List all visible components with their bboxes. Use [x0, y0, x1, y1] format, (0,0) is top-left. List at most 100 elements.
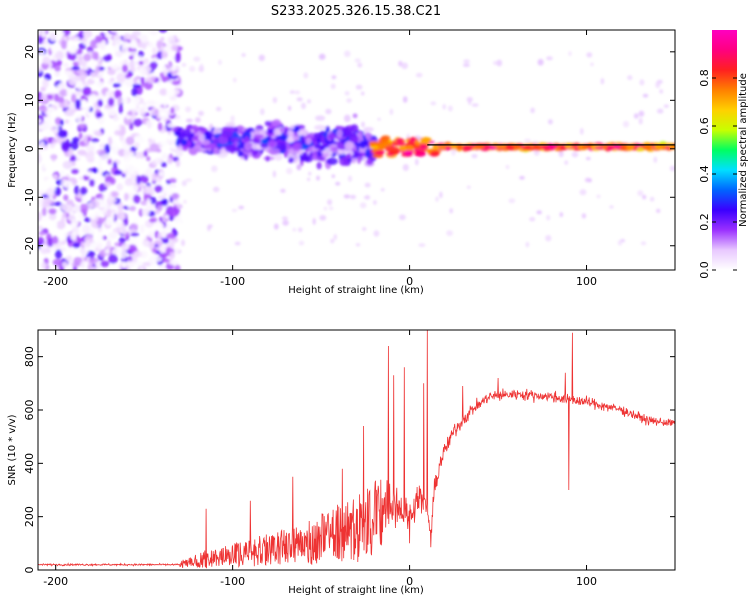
heatmap-cell: [312, 217, 316, 225]
heatmap-cell: [154, 220, 162, 227]
heatmap-cell: [161, 237, 170, 244]
heatmap-cell: [169, 131, 175, 140]
heatmap-cell: [365, 194, 370, 200]
heatmap-cell: [121, 96, 128, 105]
heatmap-cell: [166, 139, 177, 144]
heatmap-cell: [314, 144, 325, 150]
heatmap-cell: [365, 148, 370, 157]
heatmap-cell: [238, 205, 245, 210]
y-tick-label: 200: [23, 506, 36, 527]
heatmap-cell: [77, 60, 88, 66]
heatmap-cell: [116, 183, 124, 191]
heatmap-cell: [260, 108, 265, 116]
x-tick-label: -100: [220, 275, 245, 288]
heatmap-cell: [639, 79, 645, 86]
snr-panel: -200 -100 0 100 0 200 400 600 800 Height of stra…: [7, 329, 676, 596]
heatmap-cell: [38, 66, 43, 73]
y-tick-label: 800: [23, 346, 36, 367]
heatmap-cell: [57, 232, 66, 242]
heatmap-cell: [100, 260, 110, 268]
heatmap-cell: [373, 230, 380, 237]
heatmap-cell: [418, 243, 426, 247]
y-tick-label: 600: [23, 400, 36, 421]
heatmap-cell: [146, 156, 151, 162]
heatmap-cell: [75, 114, 83, 123]
heatmap-cell: [642, 194, 647, 200]
heatmap-cell: [185, 106, 192, 113]
heatmap-cell: [547, 119, 553, 125]
heatmap-cell: [653, 145, 662, 151]
heatmap-cell: [267, 129, 273, 134]
colorbar-ticks: 0.0 0.2 0.4 0.6 0.8: [698, 69, 737, 279]
heatmap-cell: [154, 108, 159, 115]
x-tick-label: -200: [43, 575, 68, 588]
heatmap-cell: [159, 245, 165, 254]
heatmap-cell: [90, 266, 98, 270]
colorbar-label: Normalized spectral amplitude: [738, 73, 749, 227]
heatmap-cell: [170, 107, 175, 114]
heatmap-cell: [323, 206, 328, 211]
heatmap-cell: [106, 239, 112, 250]
heatmap-cell: [107, 232, 118, 240]
heatmap-cell: [236, 143, 245, 149]
heatmap-cell: [154, 157, 163, 164]
heatmap-cell: [145, 167, 153, 178]
heatmap-cell: [60, 169, 65, 178]
heatmap-cell: [39, 140, 46, 150]
heatmap-cell: [74, 185, 80, 195]
heatmap-cell: [95, 65, 100, 75]
heatmap-cell: [152, 46, 157, 55]
heatmap-cell: [328, 206, 334, 211]
heatmap-cell: [536, 210, 542, 215]
heatmap-cell: [54, 249, 63, 260]
heatmap-cell: [66, 87, 72, 98]
heatmap-cell: [121, 64, 128, 73]
heatmap-cell: [64, 110, 75, 117]
heatmap-cell: [91, 51, 97, 60]
heatmap-cell: [84, 170, 93, 177]
heatmap-cell: [558, 150, 564, 158]
heatmap-cell: [265, 155, 270, 162]
y-tick-label: 400: [23, 453, 36, 474]
heatmap-cell: [230, 115, 235, 122]
heatmap-cell: [72, 242, 81, 249]
heatmap-cell: [46, 187, 55, 198]
heatmap-cell: [519, 175, 525, 180]
heatmap-cell: [106, 208, 112, 218]
heatmap-cell: [571, 151, 579, 158]
heatmap-cell: [286, 167, 293, 175]
heatmap-cell: [264, 120, 272, 127]
heatmap-cell: [149, 61, 158, 70]
colorbar-tick-label: 0.4: [698, 165, 711, 183]
heatmap-cell: [102, 54, 112, 62]
heatmap-cell: [402, 164, 409, 171]
heatmap-cell: [70, 103, 76, 110]
heatmap-cell: [83, 53, 92, 62]
heatmap-cell: [606, 144, 615, 151]
heatmap-cell: [114, 125, 120, 132]
heatmap-cell: [313, 132, 323, 140]
heatmap-cell: [127, 244, 137, 253]
heatmap-cell: [158, 64, 167, 72]
heatmap-cell: [160, 230, 168, 238]
heatmap-cell: [464, 144, 473, 151]
heatmap-cell: [45, 106, 56, 116]
heatmap-cell: [98, 202, 106, 208]
heatmap-cell: [64, 119, 70, 124]
heatmap-cell: [289, 124, 295, 130]
heatmap-cell: [496, 59, 503, 67]
heatmap-cell: [83, 217, 92, 223]
heatmap-cell: [568, 51, 572, 57]
heatmap-cell: [134, 142, 140, 149]
heatmap-cell: [344, 91, 350, 96]
heatmap-cell: [56, 96, 65, 103]
heatmap-cell: [303, 72, 309, 79]
heatmap-cell: [638, 117, 643, 125]
heatmap-cell: [399, 214, 406, 221]
heatmap-cell: [113, 221, 120, 226]
heatmap-cell: [38, 211, 43, 222]
heatmap-cell: [619, 144, 628, 151]
heatmap-cell: [185, 118, 193, 123]
heatmap-cell: [307, 99, 311, 104]
heatmap-cell: [609, 205, 614, 209]
